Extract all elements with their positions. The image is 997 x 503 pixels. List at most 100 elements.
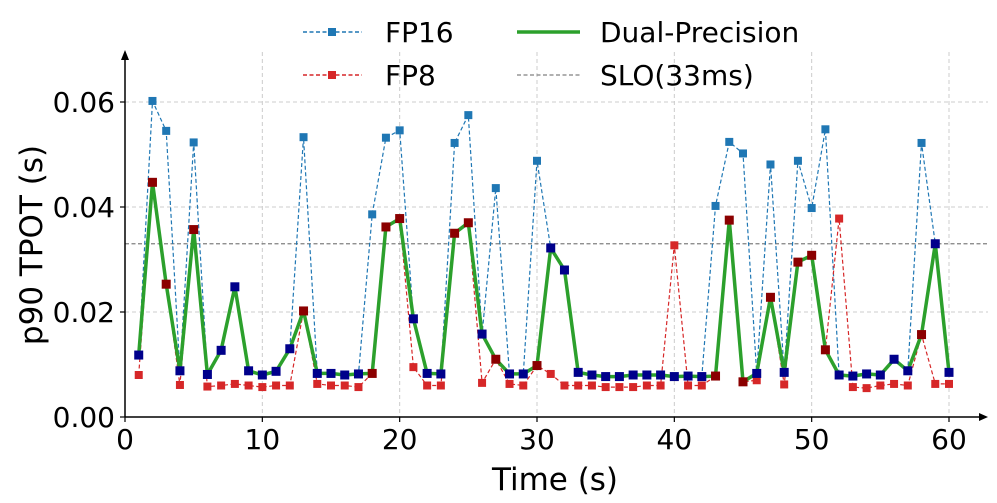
dual-precision-point [216, 345, 226, 355]
dual-precision-point [395, 214, 405, 224]
dual-precision-point [642, 370, 652, 380]
dual-precision-point [793, 257, 803, 267]
fp8-point [340, 381, 349, 390]
dual-precision-point [944, 367, 954, 377]
fp16-point [739, 149, 747, 158]
dual-precision-point [367, 368, 377, 378]
dual-precision-point [711, 371, 721, 381]
dual-precision-point [477, 329, 487, 339]
dual-precision-point [559, 265, 569, 275]
dual-precision-point [779, 367, 789, 377]
fp8-point [848, 383, 857, 392]
fp8-point [560, 381, 569, 390]
fp8-point [780, 380, 789, 389]
dual-precision-point [917, 330, 927, 340]
fp8-point [244, 381, 253, 390]
dual-precision-point [669, 372, 679, 382]
dual-precision-point [353, 369, 363, 379]
fp16-point [381, 133, 390, 142]
fp8-point [327, 381, 335, 390]
dual-precision-point [862, 369, 872, 379]
fp16-point [299, 133, 308, 142]
fp8-point [230, 379, 239, 388]
dual-precision-point [175, 366, 185, 376]
dual-precision-point [587, 370, 597, 380]
fp16-point [711, 201, 720, 210]
x-tick-label: 30 [519, 423, 555, 456]
dual-precision-point [518, 369, 528, 379]
fp16-point [725, 137, 734, 146]
dual-precision-point [202, 369, 212, 379]
fp16-point [368, 210, 377, 219]
fp8-point [642, 381, 651, 390]
fp16-point [162, 126, 171, 135]
dual-precision-point [601, 372, 611, 382]
fp8-point [697, 381, 706, 390]
dual-precision-point [134, 350, 144, 360]
legend: FP16 FP8 Dual-Precision SLO(33ms) [303, 16, 799, 92]
dual-precision-point [463, 218, 473, 228]
x-tick-label: 50 [794, 423, 830, 456]
fp8-point [615, 383, 624, 392]
legend-slo-label: SLO(33ms) [600, 59, 754, 92]
dual-precision-point [326, 368, 336, 378]
fp8-point [601, 383, 610, 392]
dual-precision-point [505, 369, 515, 379]
dual-precision-point [546, 243, 556, 253]
dual-precision-point [724, 215, 734, 225]
x-tick-label: 0 [116, 423, 134, 456]
y-tick-label: 0.06 [53, 86, 115, 119]
dual-precision-point [765, 292, 775, 302]
fp8-point [175, 380, 184, 389]
axes [121, 50, 988, 421]
y-tick-label: 0.00 [53, 401, 115, 434]
legend-fp8-label: FP8 [385, 59, 436, 92]
fp16-point [821, 125, 830, 134]
x-axis-arrow [979, 413, 988, 421]
dual-precision-point [161, 279, 171, 289]
fp8-point [629, 383, 638, 392]
dual-precision-point [532, 361, 542, 371]
ticks: 0 10 20 30 40 50 60 0.00 0.02 0.04 0.06 [53, 86, 967, 456]
fp16-point [793, 156, 802, 165]
y-axis-label: p90 TPOT (s) [14, 145, 50, 345]
fp8-point [203, 382, 212, 391]
legend-fp16-marker [328, 28, 336, 36]
dual-precision-point [848, 371, 858, 381]
dual-precision-point [340, 370, 350, 380]
dual-precision-point [903, 366, 913, 376]
dual-precision-point [807, 250, 817, 260]
y-axis-arrow [121, 50, 129, 60]
fp8-point [862, 384, 871, 393]
fp8-point [931, 379, 940, 388]
dual-precision-point [834, 370, 844, 380]
dual-precision-point [752, 368, 762, 378]
x-tick-label: 20 [382, 423, 418, 456]
fp8-point [354, 383, 363, 392]
fp8-point [587, 381, 596, 390]
fp8-point [272, 381, 281, 390]
dual-precision-point [189, 225, 199, 235]
fp8-point [423, 381, 432, 390]
fp8-point [478, 378, 487, 387]
fp16-point [917, 138, 926, 147]
fp8-point [574, 381, 583, 390]
dual-precision-point [820, 345, 830, 355]
fp8-point [519, 381, 528, 390]
dual-precision-point [408, 314, 418, 324]
dual-precision-point [491, 354, 501, 364]
fp8-point [258, 383, 267, 392]
dual-precision-point [930, 239, 940, 249]
fp8-point [890, 379, 899, 388]
fp8-point [313, 379, 322, 388]
dual-precision-point [257, 370, 267, 380]
dual-precision-point [738, 377, 748, 387]
fp8-point [684, 381, 693, 390]
fp16-point [464, 111, 473, 120]
fp8-point [134, 371, 143, 379]
fp16-point [766, 160, 775, 169]
fp16-point [395, 126, 404, 135]
dual-precision-point [230, 282, 240, 292]
dual-precision-point [450, 228, 460, 238]
